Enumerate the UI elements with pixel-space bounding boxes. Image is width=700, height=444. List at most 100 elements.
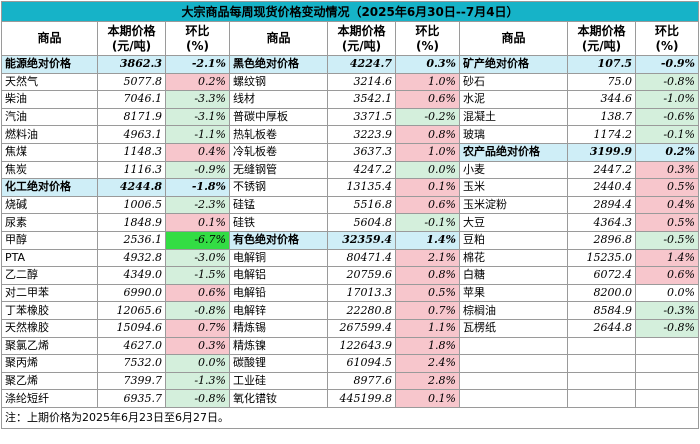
table-row: 化工绝对价格 4244.8 -1.8% 不锈钢 13135.4 0.1% 玉米 2440.4 0… [1,178,699,197]
table-row: 乙二醇 4349.0 -1.5% 电解铝 20759.6 0.8% 白糖 6072.4 0.6% [1,266,699,285]
commodity-name: 大豆 [459,213,568,232]
commodity-price: 2644.8 [567,318,636,338]
category-name: 矿产绝对价格 [459,55,568,74]
commodity-change: 0.8% [395,266,460,285]
commodity-name [459,354,568,373]
commodity-change: 2.8% [395,371,460,391]
commodity-price: 7399.7 [97,371,166,391]
commodity-price: 267599.4 [327,318,396,338]
commodity-name: 苹果 [459,283,568,303]
commodity-name: 聚氯乙烯 [1,336,98,356]
commodity-change: -0.9% [165,160,230,180]
commodity-price: 6935.7 [97,389,166,408]
commodity-change: 0.4% [635,195,699,215]
commodity-name: 硅锰 [229,195,328,215]
commodity-price: 2447.2 [567,160,636,180]
commodity-change: -0.5% [635,230,699,250]
category-price: 3199.9 [567,142,636,162]
category-price: 32359.4 [327,230,396,250]
commodity-change: 1.0% [395,142,460,162]
commodity-name: PTA [1,248,98,268]
category-change: 0.3% [395,55,460,74]
commodity-price: 445199.8 [327,389,396,408]
header-change-2: 环比 (%) [395,21,460,56]
table-row: 能源绝对价格 3862.3 -2.1% 黑色绝对价格 4224.7 0.3% 矿产绝对价格 1… [1,55,699,74]
commodity-price: 1174.2 [567,125,636,144]
commodity-change: 0.1% [395,389,460,408]
table-row: 丁苯橡胶 12065.6 -0.8% 电解锌 22280.8 0.7% 棕榈油 8584.9-… [1,301,699,320]
commodity-change: 1.1% [395,318,460,338]
commodity-name: 无缝钢管 [229,160,328,180]
commodity-change: -0.1% [635,125,699,144]
commodity-change: -0.8% [165,301,230,320]
commodity-price: 6990.0 [97,283,166,303]
commodity-price: 8171.9 [97,107,166,127]
table-row: 燃料油 4963.1 -1.1% 热轧板卷 3223.9 0.8% 玻璃 1174.2 -0.1… [1,125,699,144]
header-name-1: 商品 [1,21,98,56]
commodity-change: 0.0% [165,354,230,373]
commodity-name: 豆粕 [459,230,568,250]
commodity-name: 烧碱 [1,195,98,215]
commodity-name: 瓦楞纸 [459,318,568,338]
commodity-name: 氧化镨钕 [229,389,328,408]
table-row: 聚乙烯 7399.7 -1.3% 工业硅 8977.6 2.8% [1,371,699,391]
commodity-change: 0.6% [165,283,230,303]
commodity-change: 0.3% [165,336,230,356]
commodity-change: 0.8% [395,125,460,144]
commodity-change: 0.0% [635,283,699,303]
commodity-name: 砂石 [459,72,568,92]
commodity-price: 1148.3 [97,142,166,162]
table-row: 焦煤 1148.3 0.4% 冷轧板卷 3637.3 1.0% 农产品绝对价格 3199.9 0… [1,142,699,162]
table-row: 尿素 1848.9 0.1% 硅铁 5604.8 -0.1% 大豆 4364.3 0.5% [1,213,699,232]
commodity-change: -0.8% [165,389,230,408]
commodity-price: 1116.3 [97,160,166,180]
header-price-3: 本期价格 (元/吨) [567,21,636,56]
commodity-change: -1.5% [165,266,230,285]
commodity-name: 尿素 [1,213,98,232]
commodity-name: 不锈钢 [229,178,328,197]
commodity-price [567,336,636,356]
commodity-price: 75.0 [567,72,636,92]
commodity-price: 12065.6 [97,301,166,320]
commodity-name: 螺纹钢 [229,72,328,92]
commodity-name: 线材 [229,90,328,109]
commodity-name: 聚乙烯 [1,371,98,391]
commodity-name: 丁苯橡胶 [1,301,98,320]
category-change: 0.2% [635,142,699,162]
commodity-change: -0.2% [395,107,460,127]
commodity-change: -0.8% [635,72,699,92]
commodity-change: 0.4% [165,142,230,162]
commodity-price: 4349.0 [97,266,166,285]
commodity-price [567,354,636,373]
commodity-change: 0.1% [165,213,230,232]
commodity-name: 工业硅 [229,371,328,391]
commodity-name: 焦煤 [1,142,98,162]
commodity-change: 0.6% [635,266,699,285]
commodity-name: 玉米淀粉 [459,195,568,215]
commodity-name: 甲醇 [1,230,98,250]
commodity-change: 0.5% [635,213,699,232]
commodity-name: 白糖 [459,266,568,285]
commodity-name: 涤纶短纤 [1,389,98,408]
commodity-change: 1.8% [395,336,460,356]
commodity-name: 棕榈油 [459,301,568,320]
commodity-change: -0.3% [635,301,699,320]
commodity-change: 0.6% [395,90,460,109]
commodity-price: 7046.1 [97,90,166,109]
commodity-name: 电解铝 [229,266,328,285]
commodity-change: -0.6% [635,107,699,127]
commodity-name: 硅铁 [229,213,328,232]
price-table-container: 大宗商品每周现货价格变动情况（2025年6月30日--7月4日） 商品 本期价格 … [1,1,699,429]
commodity-change: -1.3% [165,371,230,391]
commodity-price: 5516.8 [327,195,396,215]
category-name: 能源绝对价格 [1,55,98,74]
header-change-3: 环比 (%) [635,21,699,56]
commodity-change: 1.4% [635,248,699,268]
category-change: -1.8% [165,178,230,197]
commodity-price: 3214.6 [327,72,396,92]
header-price-1: 本期价格 (元/吨) [97,21,166,56]
commodity-name: 混凝土 [459,107,568,127]
commodity-price: 4247.2 [327,160,396,180]
commodity-name: 小麦 [459,160,568,180]
category-name: 黑色绝对价格 [229,55,328,74]
